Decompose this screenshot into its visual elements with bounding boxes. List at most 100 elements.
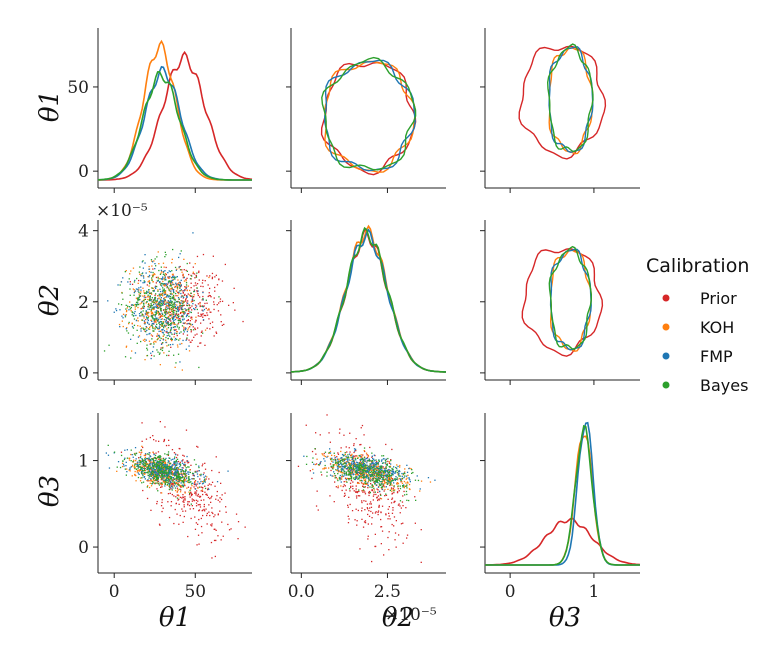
- scatter-point: [202, 291, 204, 294]
- y-tick-label: 4: [78, 222, 89, 242]
- scatter-point: [319, 434, 321, 436]
- scatter-point: [177, 469, 179, 472]
- scatter-point: [344, 466, 346, 468]
- scatter-point: [396, 464, 398, 466]
- scatter-point: [129, 273, 131, 275]
- scatter-point: [140, 286, 142, 288]
- scatter-point: [389, 466, 391, 468]
- scatter-point: [143, 307, 145, 309]
- scatter-point: [361, 480, 363, 482]
- scatter-point: [378, 477, 380, 479]
- scatter-point: [182, 467, 184, 469]
- scatter-point: [136, 463, 138, 466]
- scatter-point: [166, 304, 168, 307]
- scatter-point: [329, 495, 331, 497]
- scatter-point: [169, 457, 171, 459]
- scatter-point: [202, 482, 205, 484]
- scatter-point: [182, 274, 184, 276]
- scatter-point: [168, 295, 170, 297]
- scatter-point: [379, 481, 381, 483]
- scatter-point: [189, 311, 191, 313]
- scatter-point: [396, 467, 398, 469]
- scatter-point: [125, 328, 127, 330]
- scatter-point: [372, 499, 374, 501]
- scatter-point: [154, 273, 156, 276]
- scatter-point: [391, 474, 393, 476]
- scatter-point: [148, 315, 150, 317]
- scatter-point: [179, 281, 181, 283]
- scatter-point: [215, 456, 217, 458]
- scatter-point: [402, 485, 405, 487]
- scatter-point: [340, 481, 342, 483]
- x-axis-label: θ3: [549, 603, 581, 633]
- scatter-point: [371, 517, 373, 519]
- scatter-point: [376, 475, 378, 477]
- scatter-point: [167, 465, 169, 468]
- scatter-point: [360, 475, 362, 477]
- scatter-point: [162, 480, 165, 483]
- scatter-point: [122, 463, 125, 466]
- scatter-point: [338, 464, 340, 466]
- scatter-point: [150, 319, 152, 321]
- scatter-point: [186, 334, 189, 336]
- scatter-point: [149, 462, 152, 464]
- scatter-point: [170, 346, 172, 348]
- scatter-point: [187, 293, 189, 295]
- scatter-point: [151, 462, 153, 464]
- scatter-point: [337, 467, 339, 469]
- scatter-point: [171, 493, 173, 496]
- scatter-point: [135, 304, 137, 306]
- scatter-point: [216, 495, 218, 497]
- scatter-point: [357, 509, 359, 512]
- scatter-point: [172, 317, 175, 319]
- scatter-point: [373, 462, 375, 465]
- scatter-point: [143, 296, 145, 298]
- scatter-point: [399, 505, 401, 507]
- scatter-point: [339, 466, 341, 468]
- scatter-point: [357, 469, 359, 472]
- scatter-point: [345, 489, 347, 491]
- scatter-point: [381, 470, 383, 472]
- scatter-point: [166, 308, 168, 311]
- scatter-point: [365, 474, 368, 476]
- scatter-point: [167, 282, 170, 284]
- scatter-point: [171, 323, 173, 325]
- scatter-point: [150, 455, 152, 458]
- scatter-point: [356, 457, 359, 459]
- scatter-point: [387, 460, 389, 463]
- scatter-point: [150, 305, 152, 307]
- scatter-point: [384, 495, 386, 497]
- scatter-point: [321, 474, 323, 476]
- scatter-point: [196, 283, 199, 285]
- scatter-point: [165, 296, 167, 298]
- scatter-point: [164, 312, 166, 314]
- scatter-point: [176, 288, 179, 290]
- scatter-point: [377, 479, 379, 481]
- scatter-point: [357, 471, 359, 474]
- scatter-point: [194, 277, 196, 279]
- scatter-point: [165, 464, 167, 466]
- scatter-point: [153, 459, 155, 462]
- scatter-point: [359, 456, 362, 458]
- scatter-point: [383, 485, 385, 487]
- scatter-point: [172, 310, 175, 312]
- scatter-point: [380, 460, 383, 462]
- scatter-point: [175, 478, 177, 480]
- scatter-point: [195, 483, 197, 486]
- scatter-point: [349, 474, 351, 476]
- scatter-point: [363, 447, 366, 449]
- scatter-point: [150, 303, 152, 305]
- scatter-point: [188, 273, 190, 276]
- scatter-point: [377, 463, 379, 465]
- scatter-point: [221, 521, 223, 523]
- scatter-point: [359, 470, 361, 472]
- scatter-point: [322, 468, 324, 470]
- scatter-point: [359, 472, 361, 474]
- scatter-point: [341, 489, 343, 492]
- scatter-point: [323, 458, 325, 460]
- scatter-point: [193, 299, 195, 302]
- scatter-point: [167, 453, 170, 455]
- scatter-point: [319, 462, 321, 465]
- scatter-point: [175, 476, 178, 478]
- scatter-point: [359, 459, 361, 461]
